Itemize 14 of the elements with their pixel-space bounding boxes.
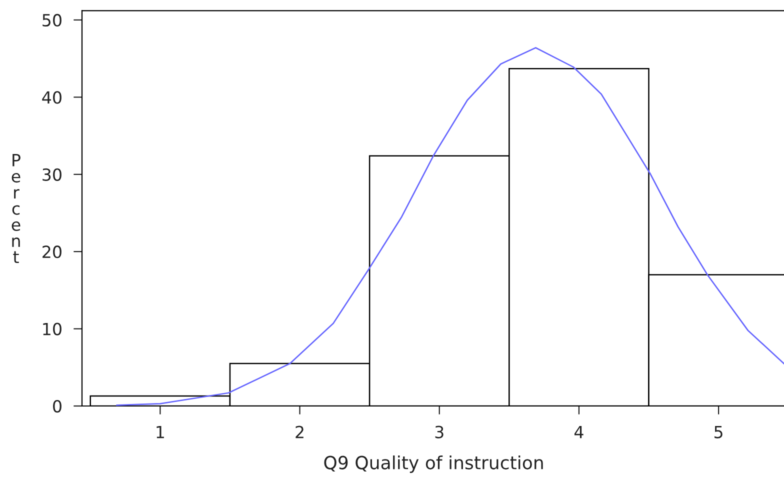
x-tick-label: 5 [714,426,722,438]
y-tick-label: 0 [53,400,62,413]
y-tick-label: 40 [42,91,62,104]
x-axis-title: Q9 Quality of instruction [324,455,543,473]
y-tick-label: 30 [42,168,62,181]
y-tick-label: 20 [42,246,62,258]
x-tick-label: 1 [156,426,164,438]
line-series [116,47,784,406]
x-tick-label: 4 [574,426,584,438]
x-tick-label: 2 [296,426,304,438]
y-tick-label: 10 [43,322,62,336]
y-tick-label: 50 [42,14,62,27]
y-axis-title: Percent [12,154,20,263]
x-tick-label: 3 [435,426,444,438]
